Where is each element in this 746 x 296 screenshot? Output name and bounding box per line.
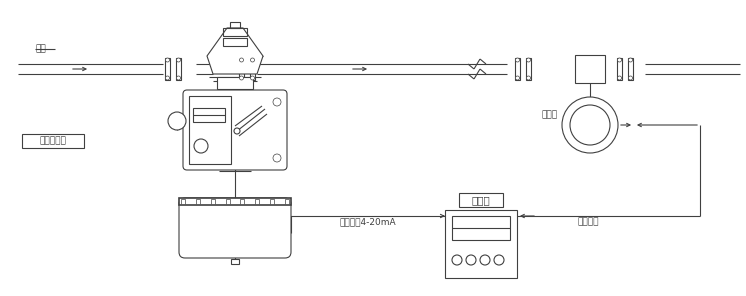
Bar — [230, 22, 240, 28]
Circle shape — [166, 76, 169, 80]
Circle shape — [618, 58, 621, 62]
Bar — [189, 96, 231, 164]
Bar — [526, 58, 531, 80]
Bar — [176, 58, 181, 80]
Circle shape — [618, 76, 621, 80]
Bar — [452, 216, 510, 240]
FancyBboxPatch shape — [179, 198, 291, 258]
Bar — [210, 199, 215, 204]
Circle shape — [239, 76, 243, 80]
Circle shape — [166, 58, 169, 62]
Bar — [575, 55, 605, 83]
Circle shape — [273, 98, 281, 106]
Circle shape — [562, 97, 618, 153]
FancyBboxPatch shape — [183, 90, 287, 170]
Circle shape — [527, 76, 530, 80]
Circle shape — [570, 105, 610, 145]
Bar — [165, 58, 170, 80]
Bar — [250, 58, 255, 80]
Text: 介质: 介质 — [35, 44, 46, 54]
Bar — [179, 198, 291, 205]
Bar — [193, 108, 225, 122]
Bar — [285, 199, 289, 204]
Circle shape — [168, 112, 186, 130]
Bar — [255, 199, 260, 204]
Bar — [515, 58, 520, 80]
Circle shape — [251, 76, 254, 80]
Circle shape — [527, 58, 530, 62]
Bar — [223, 28, 247, 36]
Text: 流量计: 流量计 — [542, 110, 558, 120]
Text: 输入信号4-20mA: 输入信号4-20mA — [339, 218, 396, 226]
Bar — [196, 199, 200, 204]
Bar — [628, 58, 633, 80]
Bar — [617, 58, 622, 80]
Bar — [239, 58, 244, 80]
Bar — [181, 199, 185, 204]
Circle shape — [628, 58, 633, 62]
Circle shape — [239, 58, 243, 62]
Text: 调节仪: 调节仪 — [471, 195, 490, 205]
Circle shape — [273, 154, 281, 162]
Circle shape — [628, 76, 633, 80]
Circle shape — [194, 139, 208, 153]
Bar — [217, 77, 253, 89]
Text: 反馈信号: 反馈信号 — [577, 218, 599, 226]
Circle shape — [177, 76, 181, 80]
Circle shape — [177, 58, 181, 62]
Text: 气动调节阀: 气动调节阀 — [40, 136, 66, 146]
Bar — [270, 199, 274, 204]
Polygon shape — [207, 28, 263, 74]
Circle shape — [515, 76, 519, 80]
Bar — [22, 134, 84, 148]
Bar — [231, 259, 239, 264]
Circle shape — [234, 128, 240, 134]
Bar — [445, 210, 517, 278]
Bar — [223, 38, 247, 46]
Circle shape — [251, 58, 254, 62]
Bar — [225, 199, 230, 204]
Bar — [459, 193, 503, 207]
Bar — [240, 199, 245, 204]
Circle shape — [515, 58, 519, 62]
